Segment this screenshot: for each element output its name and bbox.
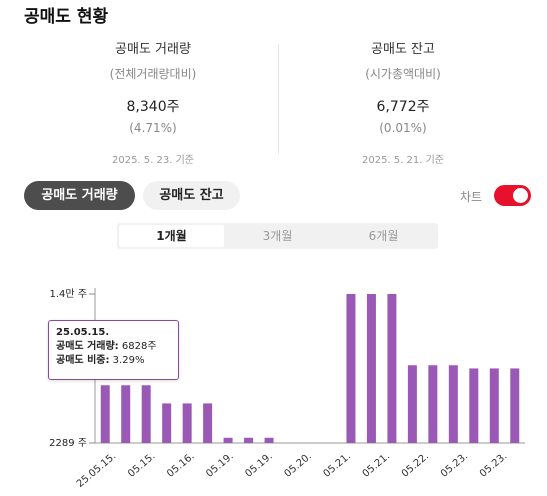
tooltip-ratio: 공매도 비중: 3.29% bbox=[56, 354, 171, 368]
tab-short-balance[interactable]: 공매도 잔고 bbox=[143, 181, 240, 210]
chart-bar bbox=[264, 437, 274, 443]
period-3-months[interactable]: 3개월 bbox=[262, 229, 293, 243]
balance-sublabel: (시가총액대비) bbox=[365, 67, 441, 81]
tooltip-volume-value: 6828주 bbox=[121, 341, 157, 352]
x-tick-label: 25.05.15. bbox=[75, 451, 119, 490]
chart-bar bbox=[428, 365, 438, 443]
chart-bar bbox=[489, 368, 499, 443]
tooltip-ratio-label: 공매도 비중: bbox=[56, 355, 110, 366]
x-tick-label: 05.20. bbox=[282, 451, 313, 480]
summary-divider bbox=[278, 44, 279, 154]
section-title: 공매도 현황 bbox=[24, 7, 109, 27]
balance-summary: 공매도 잔고 (시가총액대비) 6,772주 (0.01%) 2025. 5. … bbox=[283, 30, 523, 166]
x-tick-label: 05.19. bbox=[204, 451, 235, 480]
chart-bar bbox=[121, 385, 131, 443]
tooltip-volume: 공매도 거래량: 6828주 bbox=[56, 340, 171, 354]
balance-date: 2025. 5. 21. 기준 bbox=[361, 155, 444, 166]
chart-tooltip: 25.05.15. 공매도 거래량: 6828주 공매도 비중: 3.29% bbox=[48, 320, 179, 380]
x-tick-label: 05.23. bbox=[439, 451, 470, 480]
chart-bar bbox=[387, 294, 397, 443]
balance-percent: (0.01%) bbox=[379, 121, 427, 135]
x-tick-label: 05.22. bbox=[400, 451, 431, 480]
chart-controls: 공매도 거래량 공매도 잔고 차트 bbox=[0, 181, 547, 211]
toggle-knob bbox=[513, 188, 528, 203]
period-1-month[interactable]: 1개월 bbox=[119, 225, 224, 247]
x-tick-label: 05.21. bbox=[322, 451, 353, 480]
x-tick-label: 05.21. bbox=[361, 451, 392, 480]
volume-date: 2025. 5. 23. 기준 bbox=[111, 155, 194, 166]
short-sale-summary: 공매도 거래량 (전체거래량대비) 8,340주 (4.71%) 2025. 5… bbox=[0, 30, 547, 166]
chart-bar bbox=[346, 294, 356, 443]
volume-summary: 공매도 거래량 (전체거래량대비) 8,340주 (4.71%) 2025. 5… bbox=[33, 30, 273, 166]
tooltip-volume-label: 공매도 거래량: bbox=[56, 341, 119, 352]
balance-value: 6,772주 bbox=[376, 99, 430, 115]
tooltip-date: 25.05.15. bbox=[56, 327, 110, 338]
chart-toggle-label: 차트 bbox=[460, 190, 483, 204]
volume-sublabel: (전체거래량대비) bbox=[109, 67, 197, 81]
x-tick-label: 05.19. bbox=[243, 451, 274, 480]
y-tick-label: 1.4만 주 bbox=[50, 288, 87, 300]
chart-bar bbox=[203, 403, 213, 443]
chart-bar bbox=[244, 437, 254, 443]
chart-bar bbox=[510, 368, 520, 443]
chart-bar bbox=[162, 403, 172, 443]
chart-toggle-switch[interactable] bbox=[494, 185, 531, 206]
y-tick-label: 2289 주 bbox=[49, 438, 87, 449]
volume-value: 8,340주 bbox=[126, 99, 180, 115]
period-6-months[interactable]: 6개월 bbox=[368, 229, 399, 243]
chart-bar bbox=[182, 403, 192, 443]
x-tick-label: 05.23. bbox=[478, 451, 509, 480]
tab-short-volume[interactable]: 공매도 거래량 bbox=[24, 181, 135, 210]
x-tick-label: 05.15. bbox=[126, 451, 157, 480]
chart-bar bbox=[366, 294, 376, 443]
balance-label: 공매도 잔고 bbox=[371, 42, 435, 57]
chart-bar bbox=[407, 365, 417, 443]
chart-bar bbox=[448, 365, 458, 443]
chart-bar bbox=[469, 368, 479, 443]
short-volume-chart: 1.4만 주812289 주25.05.15.05.15.05.16.05.19… bbox=[49, 288, 525, 490]
x-tick-label: 05.16. bbox=[165, 451, 196, 480]
chart-bar bbox=[223, 437, 233, 443]
tooltip-ratio-value: 3.29% bbox=[112, 355, 145, 366]
period-selector: 1개월 3개월 6개월 bbox=[117, 223, 438, 249]
volume-label: 공매도 거래량 bbox=[115, 42, 191, 57]
chart-bar bbox=[141, 385, 151, 443]
volume-percent: (4.71%) bbox=[129, 121, 177, 135]
chart-bar bbox=[100, 385, 110, 443]
